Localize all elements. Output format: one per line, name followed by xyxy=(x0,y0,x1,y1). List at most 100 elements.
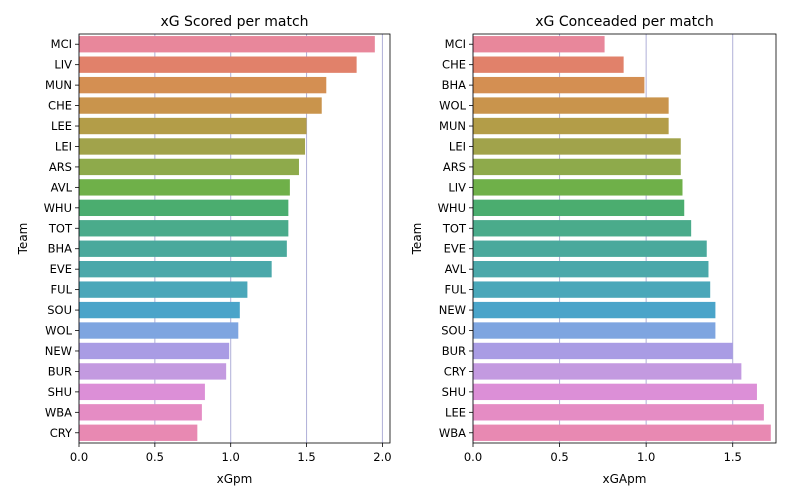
y-axis-label: Team xyxy=(410,223,424,256)
y-tick-label: LEE xyxy=(51,119,72,133)
x-axis-label: xGApm xyxy=(603,472,647,486)
y-tick-label: TOT xyxy=(442,221,467,235)
bar-liv xyxy=(79,56,357,73)
y-axis-label: Team xyxy=(16,223,30,256)
y-tick-label: ARS xyxy=(443,160,466,174)
x-tick-label: 1.5 xyxy=(724,450,742,464)
bar-whu xyxy=(473,199,685,217)
y-tick-label: SOU xyxy=(441,324,466,338)
x-tick-label: 0.5 xyxy=(550,450,568,464)
bar-sou xyxy=(473,322,716,339)
bar-mun xyxy=(79,76,327,94)
bar-mci xyxy=(79,36,375,53)
bar-bha xyxy=(79,240,287,257)
xg-conceded-chart: MCI CHE BHA WOL MUN LEI ARS LIV WHU TOT EVE AVL FUL N… xyxy=(410,14,777,486)
y-tick-label: NEW xyxy=(45,344,72,358)
x-axis-label: xGpm xyxy=(217,472,253,486)
bar-shu xyxy=(473,383,757,401)
bar-whu xyxy=(79,199,289,217)
xg-scored-chart: MCI LIV MUN CHE LEE LEI ARS AVL WHU TOT BHA EVE FUL S… xyxy=(16,14,392,486)
y-tick-label: BHA xyxy=(442,78,467,92)
bar-cry xyxy=(473,363,742,380)
y-tick-label: ARS xyxy=(49,160,72,174)
y-tick-label: LEE xyxy=(445,405,466,419)
y-tick-label: CRY xyxy=(444,364,467,378)
y-tick-label: AVL xyxy=(51,180,73,194)
bar-eve xyxy=(473,240,707,257)
y-tick-label: WBA xyxy=(45,405,72,419)
y-tick-label: FUL xyxy=(51,283,73,297)
bar-lee xyxy=(79,117,307,135)
y-tick-label: BHA xyxy=(48,242,73,256)
y-tick-label: MCI xyxy=(445,37,466,51)
bar-wba xyxy=(473,424,771,441)
plot-frame xyxy=(472,33,777,444)
y-tick-label: MUN xyxy=(439,119,466,133)
bar-avl xyxy=(473,260,709,278)
y-tick-label: BUR xyxy=(48,364,72,378)
bar-wol xyxy=(79,322,239,339)
x-tick-label: 0.5 xyxy=(146,450,164,464)
bar-mci xyxy=(473,36,605,53)
bar-new xyxy=(473,301,716,319)
y-tick-label: MCI xyxy=(51,37,72,51)
bar-ars xyxy=(473,158,681,176)
y-tick-label: SOU xyxy=(47,303,72,317)
bar-ful xyxy=(79,281,248,298)
y-tick-label: WOL xyxy=(45,324,72,338)
y-tick-label: LEI xyxy=(449,139,466,153)
y-tick-label: SHU xyxy=(48,385,72,399)
y-tick-label: LIV xyxy=(54,58,72,72)
y-tick-label: BUR xyxy=(442,344,466,358)
bar-lei xyxy=(79,138,306,155)
y-tick-label: CHE xyxy=(48,99,72,113)
y-tick-label: CHE xyxy=(442,58,466,72)
y-tick-label: WBA xyxy=(439,426,466,440)
x-tick-label: 1.0 xyxy=(222,450,240,464)
x-tick-label: 1.0 xyxy=(637,450,655,464)
bar-bha xyxy=(473,76,645,94)
bar-cry xyxy=(79,424,198,441)
bar-avl xyxy=(79,179,290,196)
bar-lei xyxy=(473,138,681,155)
bar-new xyxy=(79,342,230,360)
y-tick-label: TOT xyxy=(48,221,73,235)
bar-bur xyxy=(473,342,733,360)
bar-tot xyxy=(79,220,289,237)
y-tick-label: WHU xyxy=(44,201,72,215)
y-tick-label: FUL xyxy=(445,283,467,297)
y-tick-label: NEW xyxy=(439,303,466,317)
x-tick-label: 0.0 xyxy=(464,450,482,464)
bar-tot xyxy=(473,220,692,237)
x-tick-label: 0.0 xyxy=(70,450,88,464)
y-tick-label: SHU xyxy=(442,385,466,399)
bar-eve xyxy=(79,260,272,278)
bar-wol xyxy=(473,97,669,114)
bar-che xyxy=(473,56,624,73)
bar-sou xyxy=(79,301,240,319)
x-tick-label: 2.0 xyxy=(373,450,391,464)
chart-title: xG Conceaded per match xyxy=(535,14,714,30)
bar-ful xyxy=(473,281,711,298)
bar-mun xyxy=(473,117,669,135)
y-tick-label: CRY xyxy=(50,426,73,440)
y-tick-label: LIV xyxy=(448,180,466,194)
y-tick-label: EVE xyxy=(50,262,72,276)
y-tick-label: WOL xyxy=(439,99,466,113)
y-tick-label: LEI xyxy=(55,139,72,153)
y-tick-label: MUN xyxy=(45,78,72,92)
bar-bur xyxy=(79,363,227,380)
y-tick-label: EVE xyxy=(444,242,466,256)
bar-shu xyxy=(79,383,205,401)
bar-lee xyxy=(473,404,764,421)
y-tick-label: WHU xyxy=(438,201,466,215)
bar-che xyxy=(79,97,322,114)
bar-liv xyxy=(473,179,683,196)
chart-title: xG Scored per match xyxy=(160,14,308,30)
bar-wba xyxy=(79,404,202,421)
bar-ars xyxy=(79,158,299,176)
x-tick-label: 1.5 xyxy=(297,450,315,464)
plot-frame xyxy=(78,33,391,444)
y-tick-label: AVL xyxy=(445,262,467,276)
